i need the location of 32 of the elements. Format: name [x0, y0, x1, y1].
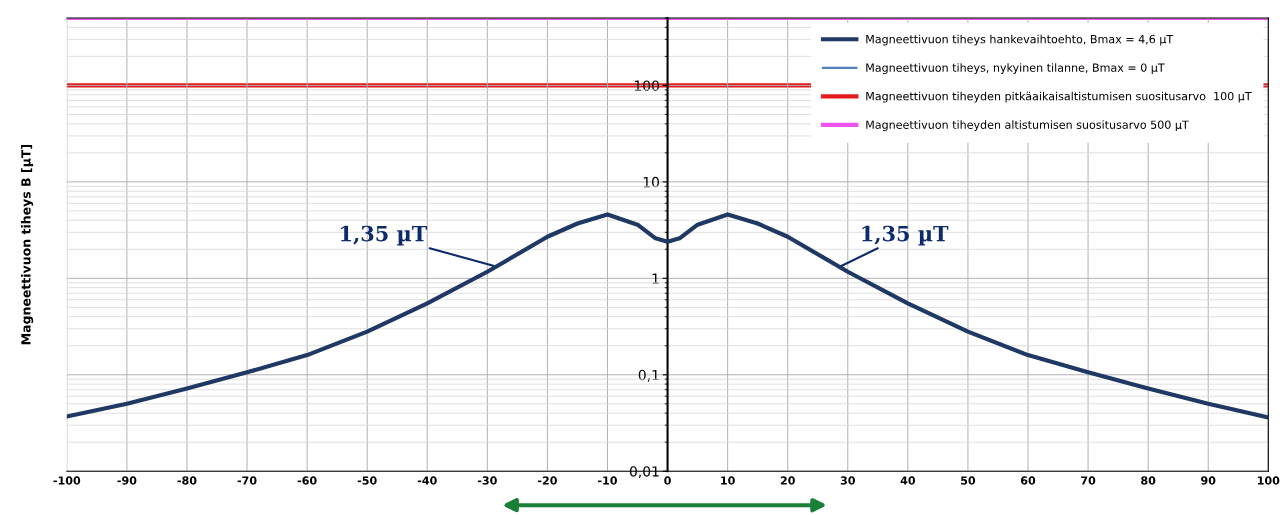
x-tick-label: -20	[537, 476, 557, 485]
x-tick-label: 80	[1141, 476, 1156, 485]
x-tick-label: -60	[297, 476, 317, 485]
x-tick-label: 50	[961, 476, 976, 485]
x-tick-label: 100	[1257, 476, 1280, 485]
x-tick-label: 90	[1201, 476, 1216, 485]
annotation: 1,35 µT	[341, 225, 428, 246]
x-tick-label: -100	[53, 476, 81, 485]
line-series	[66, 212, 1269, 420]
legend-label: Magneettivuon tiheys, nykyinen tilanne, Bmax = 0 µT	[866, 63, 1165, 74]
x-tick-label: -70	[237, 476, 257, 485]
y-tick-label: 10	[643, 176, 659, 188]
x-tick-label: 60	[1020, 476, 1036, 485]
x-tick-label: -30	[477, 476, 497, 485]
legend-label: Magneettivuon tiheyden pitkäaikaisaltistumisen suositusarvo 100 µT	[866, 91, 1252, 103]
x-tick-label: 10	[721, 476, 735, 485]
y-axis-title: Magneettivuon tiheys B [µT]	[20, 145, 34, 345]
annotation: 1,35 µT	[862, 225, 949, 246]
legend-label: Magneettivuon tiheys hankevaihtoehto, Bmax = 4,6 µT	[866, 34, 1174, 46]
x-tick-label: -80	[177, 476, 197, 485]
x-tick-label: 30	[840, 476, 855, 485]
x-tick-label: -10	[598, 476, 617, 485]
y-tick-label: 0,1	[638, 369, 659, 382]
x-tick-label: 70	[1081, 476, 1096, 485]
legend-label: Magneettivuon tiheyden altistumisen suositusarvo 500 µT	[866, 120, 1189, 132]
x-tick-label: 0	[664, 476, 671, 485]
x-tick-label: -90	[117, 476, 137, 485]
x-tick-label: -50	[357, 476, 377, 485]
y-tick-label: 1	[652, 273, 659, 284]
x-tick-label: 20	[780, 476, 795, 485]
x-tick-label: 40	[900, 476, 916, 485]
x-tick-label: -40	[417, 476, 437, 485]
